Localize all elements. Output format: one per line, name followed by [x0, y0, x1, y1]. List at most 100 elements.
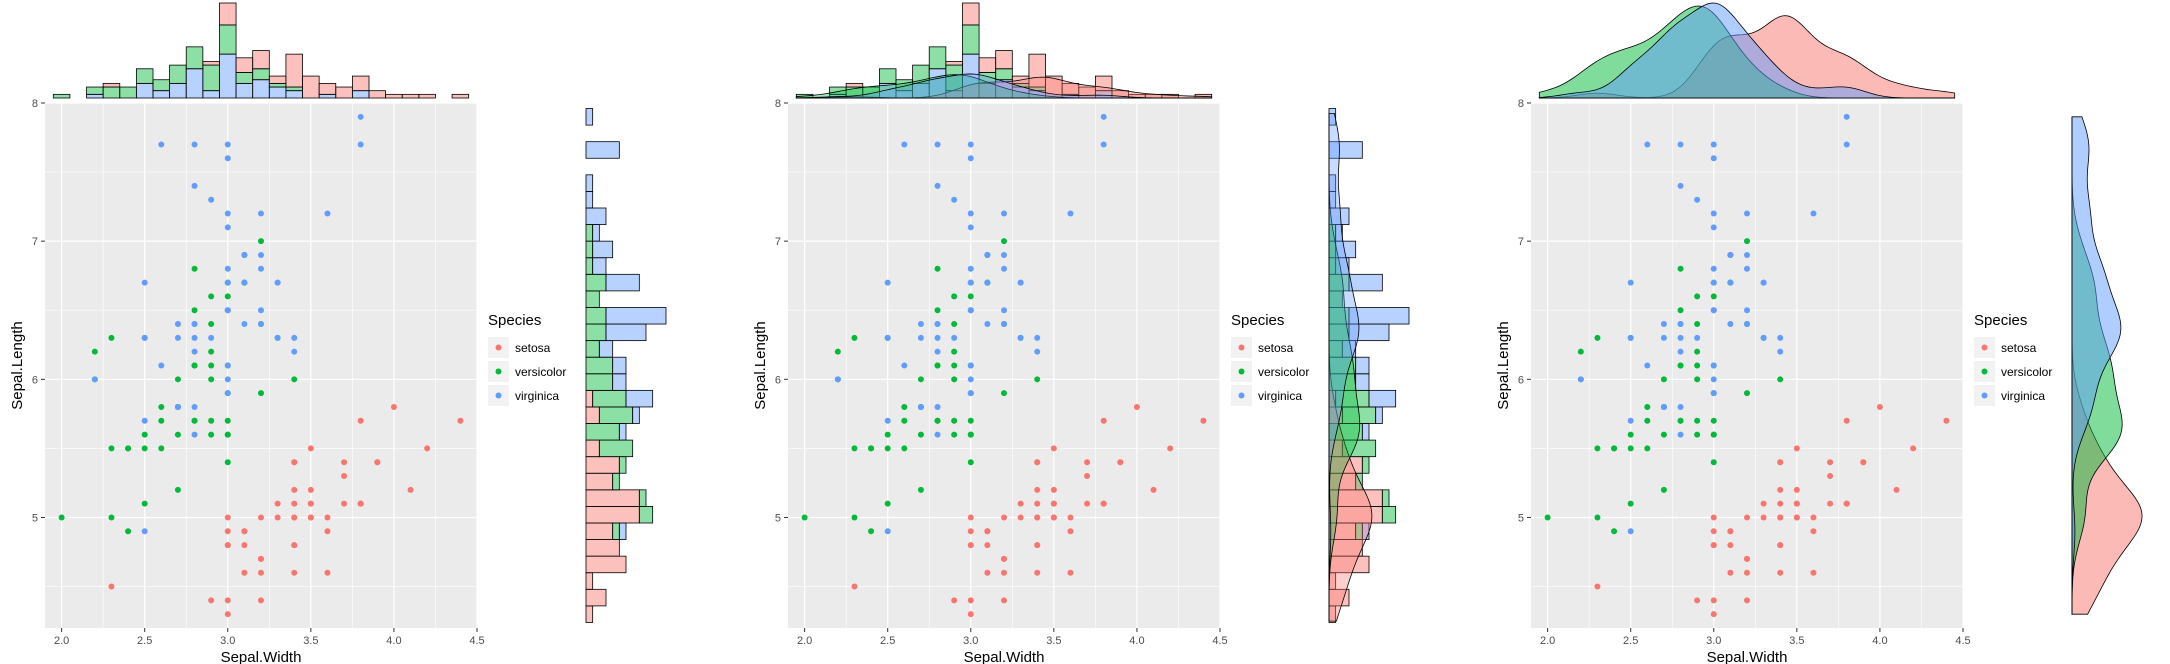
- data-point-versicolor: [208, 417, 215, 424]
- x-tick-label: 2.0: [54, 635, 69, 647]
- data-point-setosa: [324, 514, 331, 521]
- side-hist-bar-versicolor: [598, 439, 634, 458]
- side-hist-bar-setosa: [585, 539, 620, 557]
- side-hist-bar-setosa: [585, 605, 594, 623]
- top-hist-bar-versicolor: [169, 64, 187, 84]
- data-point-setosa: [241, 542, 248, 549]
- data-point-virginica: [1660, 321, 1667, 328]
- data-point-virginica: [141, 528, 148, 535]
- side-hist-bar-virginica: [1375, 406, 1383, 424]
- data-point-versicolor: [951, 362, 958, 369]
- data-point-versicolor: [1577, 348, 1584, 355]
- side-hist-bar-versicolor: [585, 356, 614, 375]
- data-point-setosa: [1001, 569, 1007, 576]
- data-point-versicolor: [1627, 500, 1634, 507]
- side-hist-bar-virginica: [1368, 389, 1397, 408]
- data-point-setosa: [1710, 611, 1717, 618]
- data-point-virginica: [1710, 141, 1717, 148]
- data-point-virginica: [1760, 279, 1767, 286]
- top-hist-bar-setosa: [418, 93, 436, 99]
- data-point-versicolor: [258, 390, 264, 397]
- x-tick-label: 3.5: [1046, 635, 1061, 647]
- data-point-virginica: [1001, 210, 1007, 217]
- data-point-versicolor: [1710, 459, 1717, 466]
- data-point-versicolor: [108, 334, 115, 341]
- top-hist-bar-setosa: [451, 93, 470, 99]
- data-point-virginica: [174, 321, 181, 328]
- data-point-virginica: [1744, 210, 1750, 217]
- data-point-virginica: [224, 265, 231, 272]
- top-hist-bar-setosa: [945, 61, 963, 66]
- data-point-virginica: [274, 279, 281, 286]
- data-point-virginica: [224, 141, 231, 148]
- data-point-virginica: [951, 196, 958, 203]
- data-point-virginica: [967, 155, 974, 162]
- data-point-versicolor: [125, 528, 132, 535]
- data-point-virginica: [1760, 334, 1767, 341]
- side-hist-bar-virginica: [1355, 356, 1370, 375]
- data-point-virginica: [984, 279, 991, 286]
- legend-marker-versicolor: [495, 368, 502, 375]
- x-tick-label: 4.5: [1955, 635, 1970, 647]
- top-hist-bar-virginica: [268, 86, 287, 99]
- top-hist-bar-virginica: [152, 90, 171, 99]
- data-point-setosa: [1777, 500, 1784, 507]
- top-hist-bar-setosa: [385, 93, 403, 99]
- data-point-versicolor: [1594, 334, 1601, 341]
- data-point-versicolor: [108, 445, 115, 452]
- data-point-setosa: [1100, 500, 1107, 507]
- top-hist-bar-virginica: [169, 82, 187, 99]
- data-point-virginica: [357, 141, 364, 148]
- data-point-virginica: [208, 196, 215, 203]
- data-point-virginica: [191, 403, 198, 410]
- data-point-virginica: [967, 265, 974, 272]
- data-point-versicolor: [934, 265, 941, 272]
- x-tick-label: 3.0: [1706, 635, 1721, 647]
- data-point-setosa: [984, 542, 991, 549]
- data-point-virginica: [1727, 251, 1734, 258]
- data-point-virginica: [1067, 210, 1074, 217]
- data-point-virginica: [91, 376, 98, 383]
- data-point-setosa: [1710, 597, 1717, 604]
- data-point-virginica: [934, 348, 941, 355]
- top-hist-bar-versicolor: [235, 72, 254, 84]
- data-point-virginica: [967, 362, 974, 369]
- data-point-setosa: [224, 514, 231, 521]
- data-point-virginica: [241, 279, 248, 286]
- data-point-virginica: [1744, 307, 1750, 314]
- x-axis-title: Sepal.Width: [1707, 649, 1788, 664]
- side-hist-bar-setosa: [585, 522, 614, 540]
- data-point-virginica: [258, 251, 264, 258]
- data-point-versicolor: [125, 445, 132, 452]
- data-point-setosa: [1727, 569, 1734, 576]
- data-point-setosa: [341, 473, 348, 480]
- data-point-versicolor: [917, 431, 924, 438]
- data-point-versicolor: [1677, 362, 1684, 369]
- data-point-setosa: [258, 514, 264, 521]
- data-point-virginica: [224, 376, 231, 383]
- data-point-virginica: [1744, 265, 1750, 272]
- y-tick-label: 8: [32, 98, 38, 110]
- data-point-versicolor: [208, 376, 215, 383]
- data-point-versicolor: [158, 403, 165, 410]
- x-tick-label: 3.5: [303, 635, 318, 647]
- data-point-setosa: [424, 445, 431, 452]
- side-hist-bar-versicolor: [592, 389, 627, 408]
- data-point-setosa: [1034, 569, 1041, 576]
- y-tick-label: 7: [32, 236, 38, 248]
- data-point-virginica: [834, 376, 841, 383]
- top-hist-bar-virginica: [202, 90, 220, 99]
- data-point-virginica: [1677, 348, 1684, 355]
- data-point-virginica: [1843, 113, 1850, 120]
- chart-panel-2: 2.0 2.5 3.0 3.5 4.0 4.5 5 6 7 8 Sepal.Width Sepal.L…: [752, 2, 1410, 664]
- data-point-virginica: [901, 362, 908, 369]
- legend-label-versicolor: versicolor: [515, 365, 566, 379]
- side-hist-bar-versicolor: [638, 489, 647, 507]
- side-hist-bar-virginica: [1348, 307, 1410, 325]
- data-point-setosa: [1117, 459, 1124, 466]
- data-point-setosa: [1001, 597, 1007, 604]
- data-point-setosa: [1017, 500, 1024, 507]
- legend-label-versicolor: versicolor: [2001, 365, 2052, 379]
- data-point-versicolor: [1660, 376, 1667, 383]
- data-point-versicolor: [1034, 376, 1041, 383]
